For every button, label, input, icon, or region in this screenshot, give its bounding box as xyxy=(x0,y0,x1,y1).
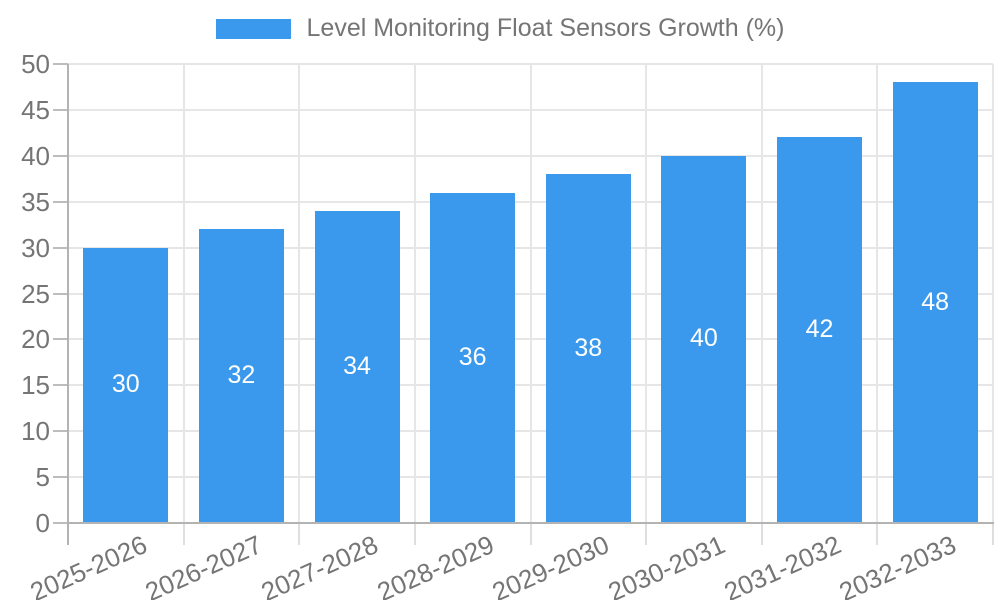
bar-2031-2032[interactable] xyxy=(777,137,863,522)
y-axis-tick xyxy=(53,108,68,111)
x-gridline xyxy=(182,64,185,523)
x-axis-tick xyxy=(876,523,879,545)
y-axis-tick xyxy=(53,63,68,65)
y-axis-tick xyxy=(53,246,68,249)
y-axis-tick xyxy=(53,200,68,203)
y-axis-label: 25 xyxy=(21,278,50,309)
x-axis-tick xyxy=(992,523,994,545)
x-gridline xyxy=(298,64,301,523)
bar-2027-2028[interactable] xyxy=(314,210,400,522)
y-axis-label: 0 xyxy=(35,508,50,538)
y-axis-tick xyxy=(53,384,68,387)
bar-value-label: 34 xyxy=(343,351,371,380)
y-axis-label: 35 xyxy=(21,186,50,217)
legend[interactable]: Level Monitoring Float Sensors Growth (%… xyxy=(0,14,1000,43)
bar-2030-2031[interactable] xyxy=(661,155,747,522)
bar-value-label: 38 xyxy=(574,333,603,362)
y-axis-tick xyxy=(53,292,68,295)
bar-2032-2033[interactable] xyxy=(892,82,978,522)
legend-swatch xyxy=(215,18,291,39)
y-axis-tick xyxy=(53,476,68,479)
bar-value-label: 36 xyxy=(458,342,487,371)
y-axis-tick xyxy=(53,338,68,341)
bar-2029-2030[interactable] xyxy=(545,174,631,522)
x-axis-tick xyxy=(298,523,301,545)
x-gridline xyxy=(529,64,532,523)
x-axis-tick xyxy=(67,523,69,545)
y-axis-label: 30 xyxy=(21,232,50,263)
y-axis-label: 45 xyxy=(21,94,50,125)
y-axis-label: 15 xyxy=(21,370,50,401)
x-gridline xyxy=(413,64,416,523)
x-axis-tick xyxy=(760,523,763,545)
y-axis-line xyxy=(67,64,69,525)
y-axis-tick xyxy=(53,522,68,524)
bar-value-label: 30 xyxy=(111,370,140,399)
x-axis-tick xyxy=(413,523,416,545)
x-gridline xyxy=(876,64,879,523)
y-axis-label: 20 xyxy=(21,324,50,355)
bar-value-label: 42 xyxy=(805,315,834,344)
y-axis-label: 50 xyxy=(21,49,50,79)
legend-label: Level Monitoring Float Sensors Growth (%… xyxy=(306,14,785,42)
x-axis-line xyxy=(67,522,994,524)
x-axis-tick xyxy=(182,523,185,545)
y-axis-tick xyxy=(53,154,68,157)
bar-2028-2029[interactable] xyxy=(430,192,516,522)
x-gridline xyxy=(992,64,994,523)
bar-value-label: 32 xyxy=(227,361,256,390)
x-gridline xyxy=(645,64,648,523)
y-axis-label: 5 xyxy=(35,462,50,493)
x-gridline xyxy=(760,64,763,523)
x-axis-tick xyxy=(645,523,648,545)
y-axis-tick xyxy=(53,430,68,433)
bar-value-label: 40 xyxy=(690,324,718,353)
bar-2026-2027[interactable] xyxy=(198,229,284,522)
x-axis-tick xyxy=(529,523,532,545)
y-axis-label: 40 xyxy=(21,140,50,171)
bar-2025-2026[interactable] xyxy=(83,247,169,522)
y-axis-label: 10 xyxy=(21,416,50,447)
bar-value-label: 48 xyxy=(921,287,950,316)
